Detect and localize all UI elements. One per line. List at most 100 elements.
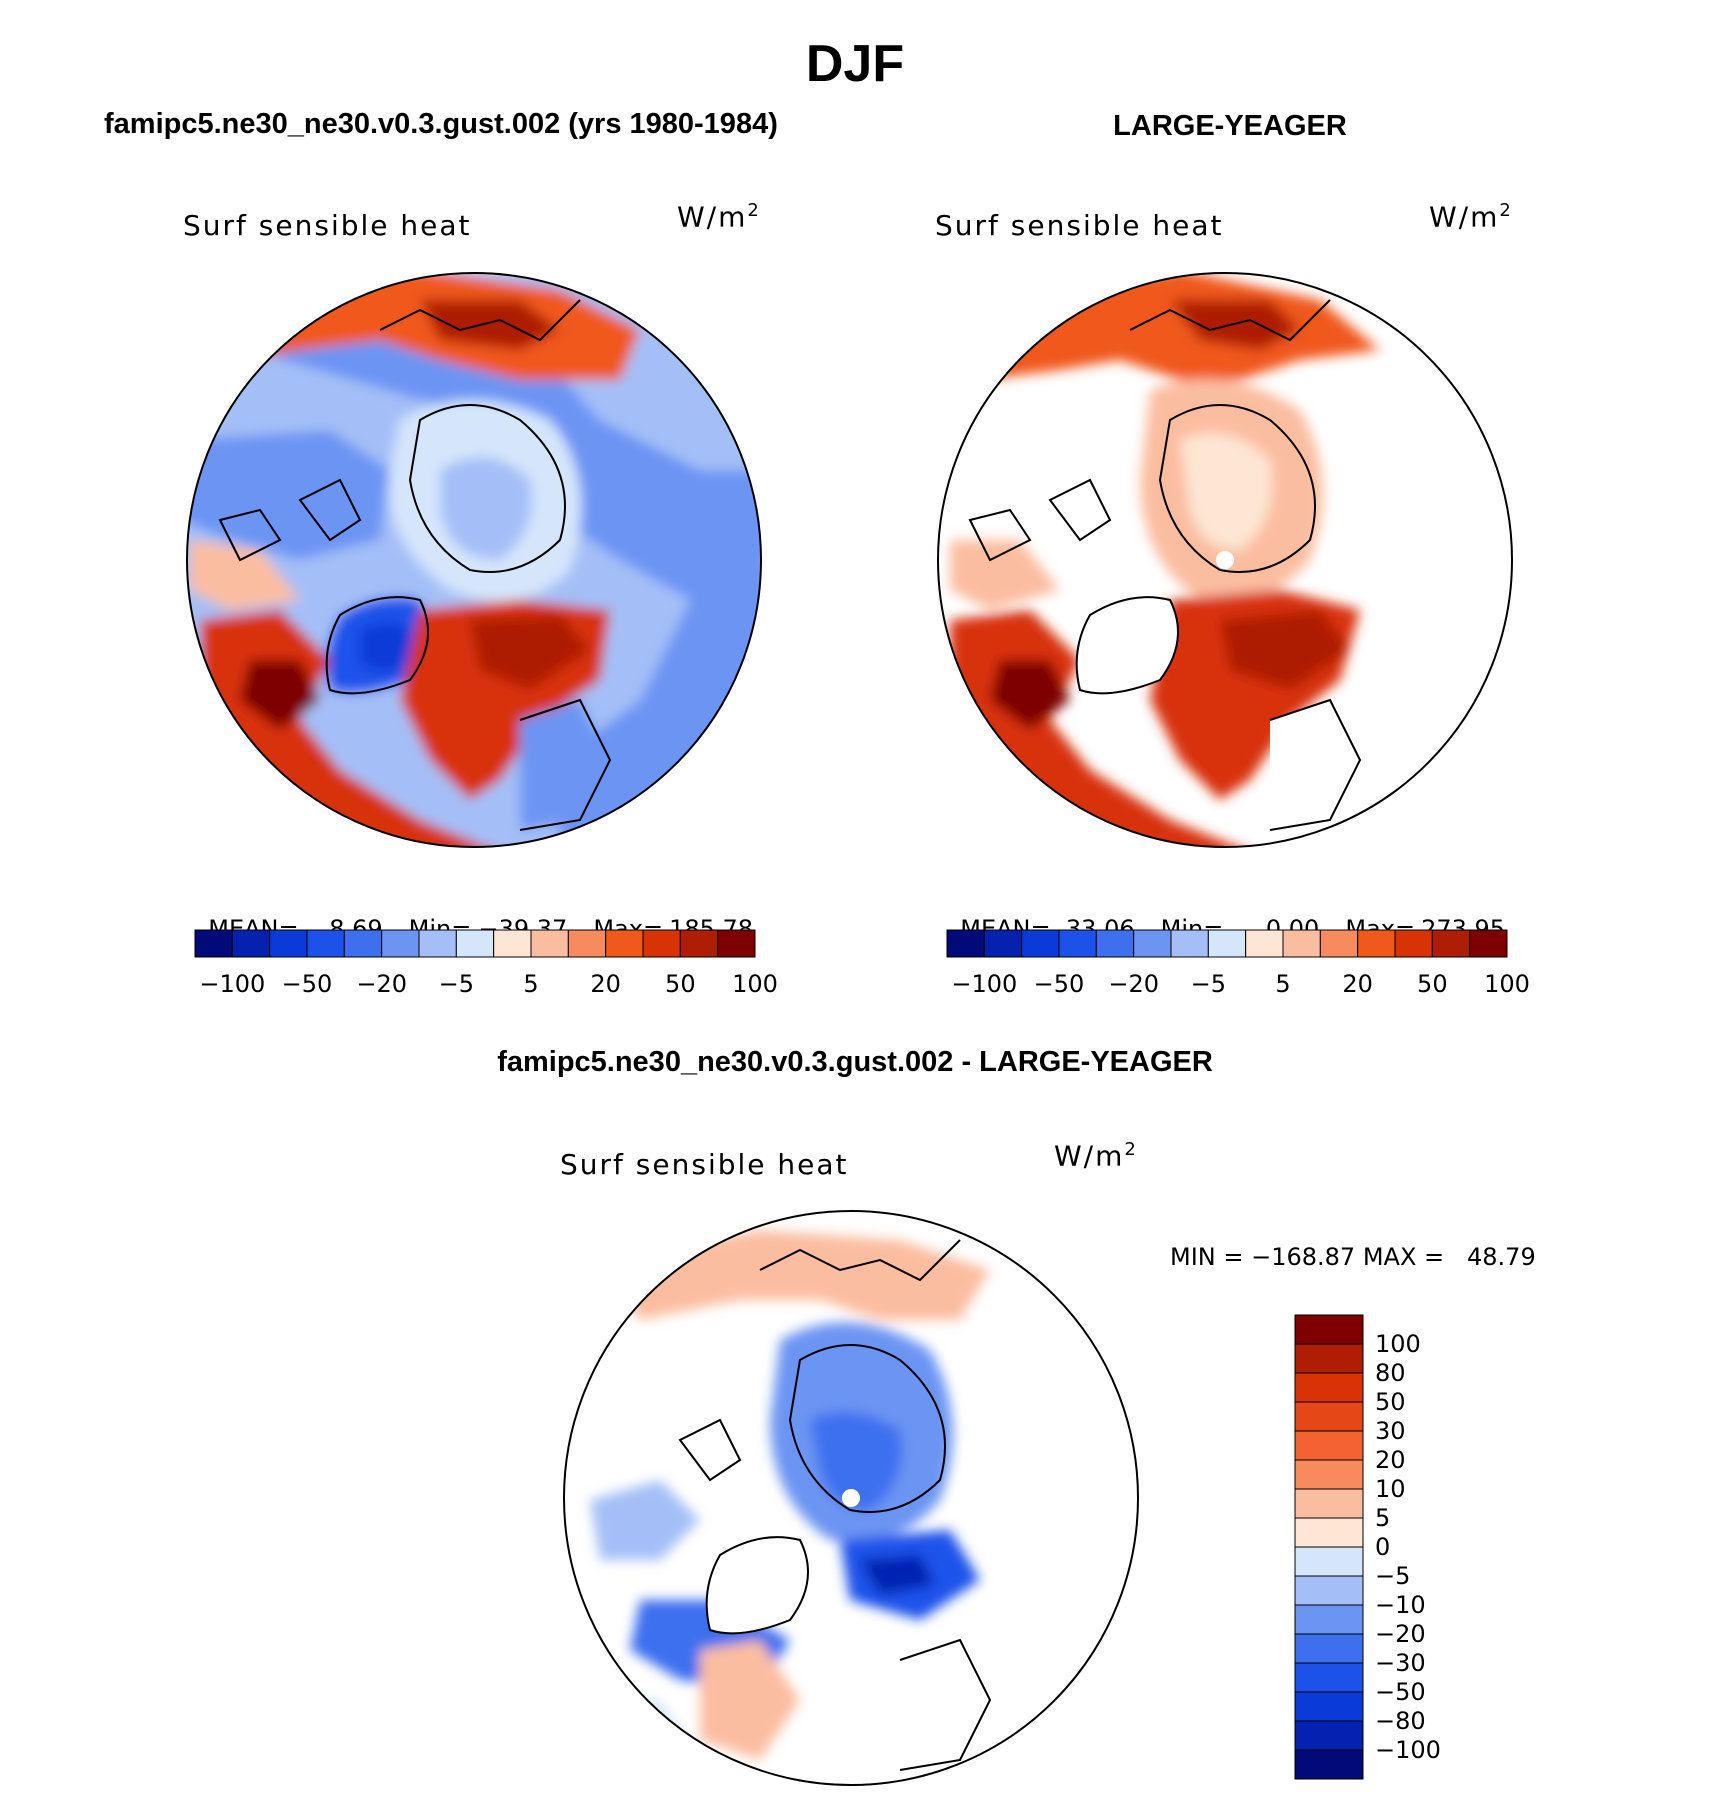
diff-colorbar-box [1294, 1720, 1364, 1751]
diff-arctic-ocean [770, 1322, 953, 1542]
diff-atlantic-mixed [590, 1700, 700, 1785]
diff-colorbar-tick-label: 0 [1375, 1533, 1390, 1561]
obs-units-exp: 2 [1499, 200, 1513, 221]
obs-min-label: Min= [1160, 915, 1224, 943]
obs-colorbar-tick-label: −50 [1034, 970, 1085, 998]
obs-greenland-land [1076, 597, 1178, 694]
diff-colorbar-box [1294, 1430, 1364, 1461]
obs-max-value: 273.95 [1421, 915, 1506, 943]
model-map-field [187, 273, 761, 847]
model-max-label: Max= [593, 915, 664, 943]
obs-units: W/m2 [1429, 200, 1513, 233]
diff-colorbar-tick-label: 80 [1375, 1359, 1406, 1387]
obs-land-base [938, 273, 1512, 847]
model-units: W/m2 [677, 200, 761, 233]
model-units-base: W/m [677, 200, 748, 234]
diff-colorbar-tick-label: 100 [1375, 1330, 1421, 1358]
model-nordic-warm [400, 600, 610, 800]
model-field-label: Surf sensible heat [183, 209, 472, 242]
model-colorbar-tick-label: 100 [732, 970, 778, 998]
model-min-value: −39.37 [478, 915, 568, 943]
obs-map-border [937, 272, 1513, 848]
obs-stats: MEAN= 33.06 Min= 0.00 Max= 273.95 [945, 887, 1505, 943]
obs-min-value: 0.00 [1265, 915, 1320, 943]
model-colorbar-tick-label: −5 [439, 970, 474, 998]
diff-colorbar-box [1294, 1662, 1364, 1693]
model-max-value: 185.78 [669, 915, 754, 943]
obs-panel-heading: LARGE-YEAGER [1113, 110, 1347, 142]
diff-colorbar-tick-label: 20 [1375, 1446, 1406, 1474]
obs-colorbar-tick-label: −100 [951, 970, 1017, 998]
diff-colorbar-box [1294, 1546, 1364, 1577]
diff-panel-heading: famipc5.ne30_ne30.v0.3.gust.002 - LARGE-… [497, 1046, 1213, 1078]
model-labrador-core [240, 660, 320, 730]
obs-max-label: Max= [1345, 915, 1416, 943]
obs-map-field [938, 273, 1512, 847]
diff-colorbar-box [1294, 1343, 1364, 1374]
model-stats: MEAN= 8.69 Min= −39.37 Max= 185.78 [193, 887, 753, 943]
diff-map-field [564, 1211, 1138, 1785]
obs-field-label: Surf sensible heat [935, 209, 1224, 242]
model-colorbar-tick-label: −100 [199, 970, 265, 998]
model-colorbar-ticks: −100 −50 −20 −5 5 20 50 100 [199, 970, 778, 998]
obs-colorbar-tick-label: 100 [1484, 970, 1530, 998]
diff-colorbar-tick-label: 30 [1375, 1417, 1406, 1445]
diff-units-exp: 2 [1124, 1139, 1138, 1160]
obs-mean-label: MEAN= [960, 915, 1051, 943]
model-mean-label: MEAN= [208, 915, 299, 943]
diff-greenland-sea-cool [630, 1600, 790, 1690]
model-colorbar-tick-label: −50 [282, 970, 333, 998]
model-colorbar-tick-label: 20 [590, 970, 621, 998]
diff-atlantic-warm [700, 1640, 800, 1760]
obs-bering-core [1170, 300, 1300, 350]
diff-colorbar-tick-label: −50 [1375, 1678, 1426, 1706]
diff-colorbar-box [1294, 1488, 1364, 1519]
diff-colorbar-tick-label: 5 [1375, 1504, 1390, 1532]
model-arctic-ocean [388, 400, 582, 602]
obs-colorbar-tick-label: −5 [1191, 970, 1226, 998]
page-title: DJF [805, 35, 905, 93]
model-greenland-core [360, 622, 411, 672]
obs-units-base: W/m [1429, 200, 1500, 234]
obs-atlantic-warm [950, 610, 1270, 847]
model-eurasia-land [187, 290, 761, 847]
obs-pacific-warm [960, 273, 1380, 380]
model-pacific-warm [240, 273, 640, 380]
diff-pacific-warm [600, 1230, 990, 1320]
model-colorbar-tick-label: 50 [665, 970, 696, 998]
obs-alaska-warm [950, 540, 1060, 610]
model-mean-value: 8.69 [329, 915, 383, 943]
diff-pole-cool [810, 1412, 902, 1510]
model-map-border [186, 272, 762, 848]
diff-land-base [564, 1211, 1138, 1785]
obs-coastlines [968, 299, 1362, 831]
diff-colorbar-tick-label: −80 [1375, 1707, 1426, 1735]
obs-nordic-warm [1150, 590, 1360, 800]
diff-colorbar-tick-label: −10 [1375, 1591, 1426, 1619]
model-bering-core [420, 300, 560, 350]
diff-colorbar-box [1294, 1517, 1364, 1548]
obs-scandinavia-land [1270, 700, 1360, 830]
diff-colorbar-tick-label: 50 [1375, 1388, 1406, 1416]
obs-colorbar-tick-label: 5 [1275, 970, 1290, 998]
diff-coastlines [678, 1239, 992, 1771]
diff-colorbar-box [1294, 1575, 1364, 1606]
diff-barents-cool [840, 1530, 980, 1620]
diff-colorbar-tick-label: 10 [1375, 1475, 1406, 1503]
diff-colorbar-box [1294, 1401, 1364, 1432]
obs-mean-value: 33.06 [1065, 915, 1135, 943]
model-barents-core [470, 615, 590, 690]
obs-arctic-inner [1180, 433, 1272, 550]
diff-units-base: W/m [1054, 1139, 1125, 1173]
diff-colorbar-box [1294, 1459, 1364, 1490]
diff-map-border [563, 1210, 1139, 1786]
diff-barents-core [860, 1555, 935, 1595]
model-panel-heading: famipc5.ne30_ne30.v0.3.gust.002 (yrs 198… [104, 108, 778, 140]
diff-colorbar-box [1294, 1604, 1364, 1635]
model-min-label: Min= [408, 915, 472, 943]
obs-colorbar-tick-label: 20 [1342, 970, 1373, 998]
diff-colorbar-tick-label: −100 [1375, 1736, 1441, 1764]
model-atlantic-warm [200, 610, 520, 847]
diff-colorbar-tick-label: −20 [1375, 1620, 1426, 1648]
